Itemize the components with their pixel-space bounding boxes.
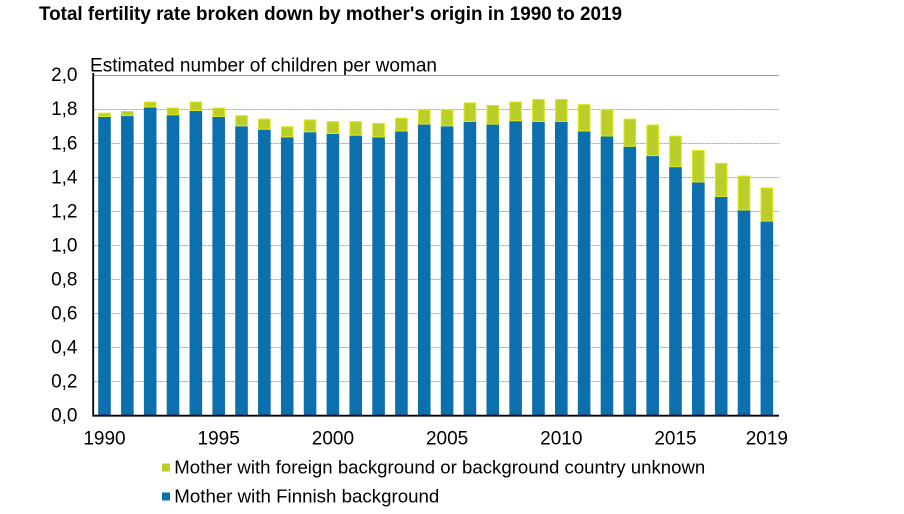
svg-text:1995: 1995	[198, 429, 240, 450]
svg-text:Total fertility rate broken do: Total fertility rate broken down by moth…	[39, 4, 622, 25]
svg-text:2015: 2015	[654, 429, 696, 450]
svg-text:Mother with foreign background: Mother with foreign background or backgr…	[174, 457, 705, 478]
svg-text:2000: 2000	[312, 429, 354, 450]
svg-text:1,6: 1,6	[51, 133, 77, 154]
svg-text:1990: 1990	[83, 429, 125, 450]
svg-text:1,4: 1,4	[51, 167, 78, 188]
svg-text:2005: 2005	[426, 429, 468, 450]
svg-text:0,8: 0,8	[51, 269, 77, 290]
svg-text:1,2: 1,2	[51, 201, 77, 222]
svg-text:0,6: 0,6	[51, 303, 77, 324]
svg-text:1,8: 1,8	[51, 99, 77, 120]
svg-text:Mother with Finnish background: Mother with Finnish background	[174, 486, 439, 507]
svg-text:2,0: 2,0	[51, 65, 77, 86]
svg-text:0,2: 0,2	[51, 372, 77, 393]
svg-text:1,0: 1,0	[51, 235, 77, 256]
svg-text:2019: 2019	[746, 429, 788, 450]
svg-text:0,4: 0,4	[51, 338, 78, 359]
svg-text:Estimated number of children p: Estimated number of children per woman	[90, 55, 437, 76]
svg-text:2010: 2010	[540, 429, 582, 450]
svg-text:0,0: 0,0	[51, 406, 77, 427]
